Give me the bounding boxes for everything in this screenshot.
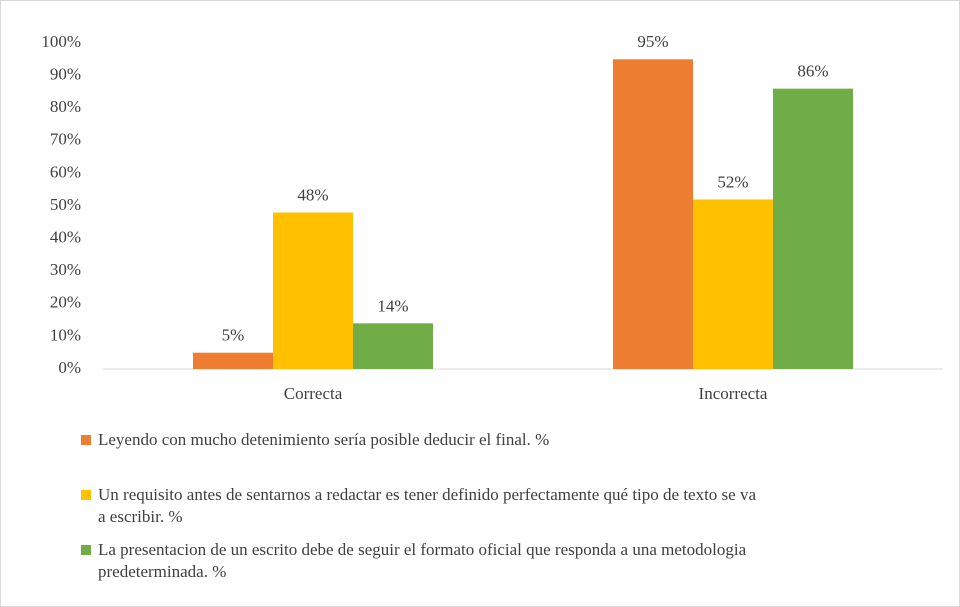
x-tick-label: Incorrecta [699,384,768,403]
y-tick-label: 100% [41,32,81,51]
legend-item: La presentacion de un escrito debe de se… [81,539,761,583]
data-label: 14% [377,296,408,315]
legend-item: Un requisito antes de sentarnos a redact… [81,484,761,528]
bar [613,59,693,370]
y-tick-label: 0% [58,358,81,377]
data-label: 95% [637,32,668,51]
y-tick-label: 70% [50,130,81,149]
legend-label: Un requisito antes de sentarnos a redact… [98,485,757,526]
bar [353,323,433,369]
y-tick-label: 40% [50,228,81,247]
y-tick-label: 90% [50,65,81,84]
y-tick-label: 10% [50,325,81,344]
legend-label: Leyendo con mucho detenimiento sería pos… [98,430,550,449]
y-tick-label: 80% [50,97,81,116]
y-tick-label: 50% [50,195,81,214]
bar [273,212,353,369]
data-label: 48% [297,185,328,204]
legend-item: Leyendo con mucho detenimiento sería pos… [81,429,761,451]
data-label: 86% [797,62,828,81]
bar [773,88,853,369]
y-tick-label: 20% [50,293,81,312]
data-label: 5% [222,326,245,345]
legend-swatch [81,435,91,445]
bar [193,352,273,369]
legend-label: La presentacion de un escrito debe de se… [98,540,747,581]
legend-swatch [81,545,91,555]
data-label: 52% [717,172,748,191]
legend-swatch [81,490,91,500]
y-tick-label: 30% [50,260,81,279]
x-tick-label: Correcta [284,384,343,403]
y-tick-label: 60% [50,162,81,181]
bar [693,199,773,369]
